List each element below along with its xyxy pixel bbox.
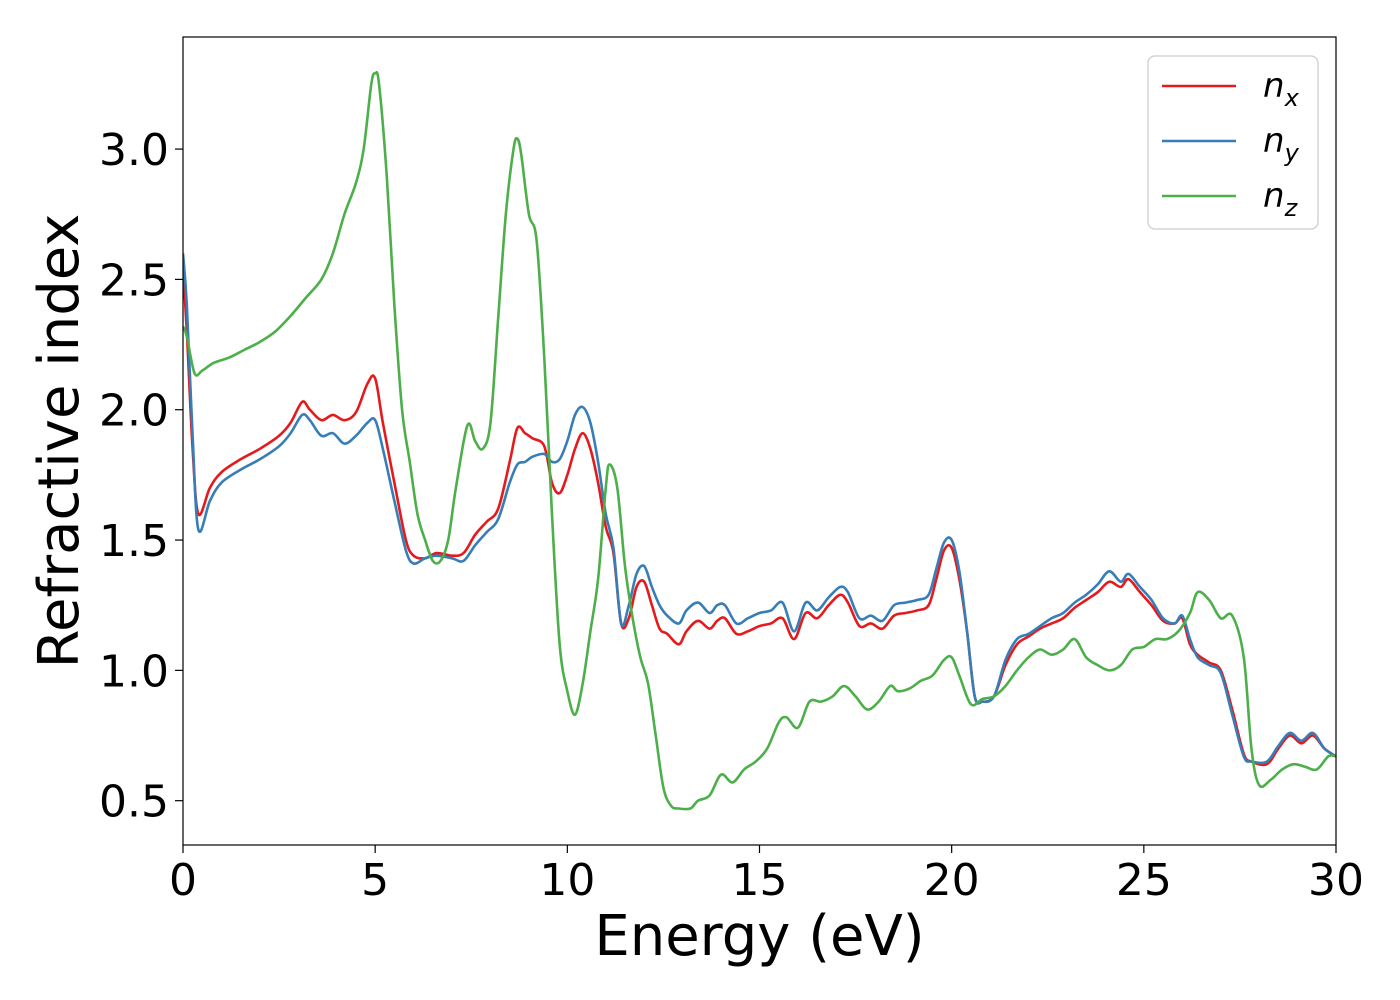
x-tick-label: 25	[1116, 855, 1172, 906]
y-tick-label: 2.0	[99, 386, 169, 437]
legend-box	[1147, 55, 1319, 230]
x-axis-ticks: 0 5 10 15 20 25 30	[169, 845, 1364, 906]
series-line-nx	[183, 266, 1336, 767]
x-tick-label: 20	[924, 855, 980, 906]
series-layer	[183, 71, 1336, 811]
y-tick-label: 0.5	[99, 777, 169, 828]
series-line-ny	[183, 253, 1336, 765]
x-tick-label: 10	[539, 855, 595, 906]
x-tick-label: 5	[361, 855, 389, 906]
x-axis-label: Energy (eV)	[594, 904, 924, 969]
x-tick-label: 0	[169, 855, 197, 906]
series-line-nz	[183, 71, 1336, 811]
y-tick-label: 3.0	[99, 125, 169, 176]
y-tick-label: 1.5	[99, 516, 169, 567]
y-axis-ticks: 0.5 1.0 1.5 2.0 2.5 3.0	[99, 125, 183, 828]
legend-label: nz	[1263, 176, 1299, 222]
legend-label: nx	[1263, 66, 1300, 112]
legend-label: ny	[1263, 121, 1300, 167]
x-tick-label: 15	[732, 855, 788, 906]
y-axis-label: Refractive index	[27, 214, 92, 669]
y-tick-label: 2.5	[99, 255, 169, 306]
legend: nx ny nz	[1147, 55, 1319, 230]
x-tick-label: 30	[1308, 855, 1364, 906]
y-tick-label: 1.0	[99, 646, 169, 697]
